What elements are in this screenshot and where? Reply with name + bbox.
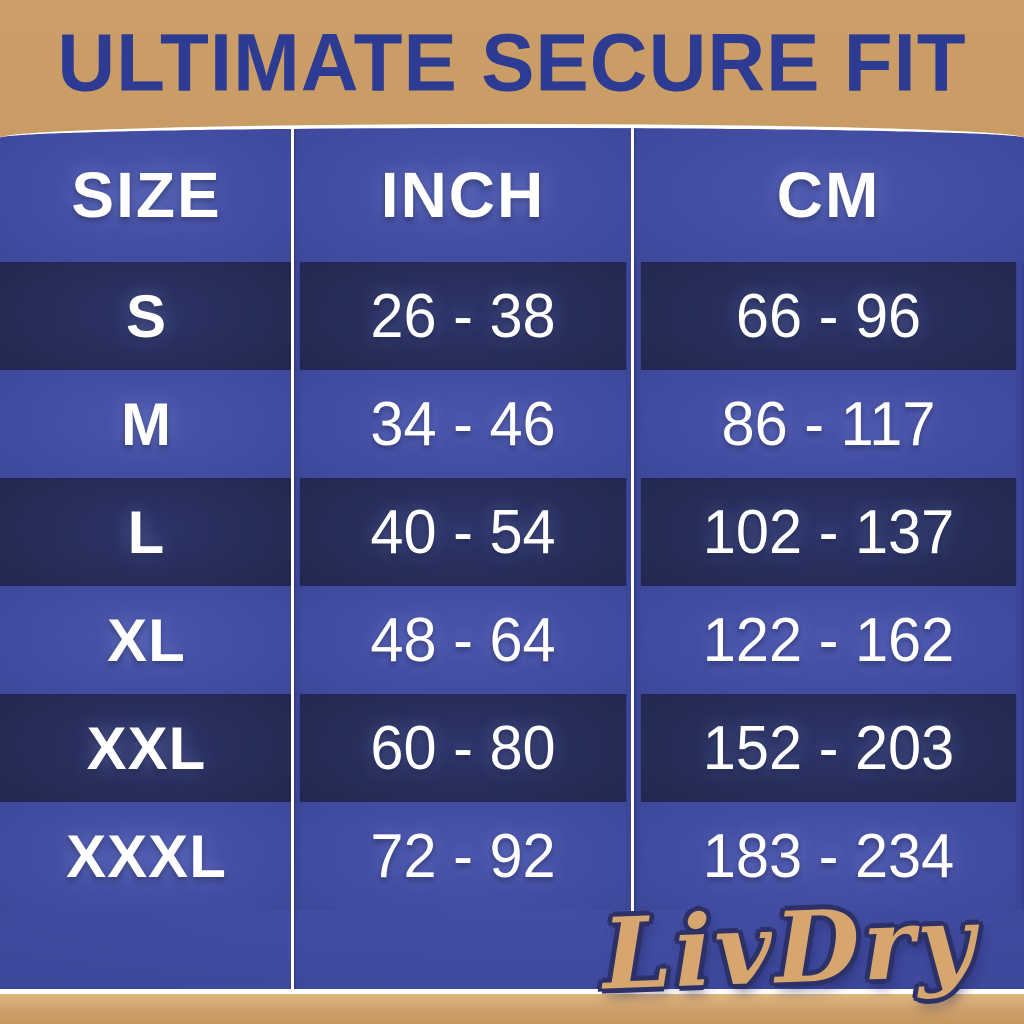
cm-cell: 183 - 234 — [640, 802, 1017, 910]
cm-cell: 122 - 162 — [640, 586, 1017, 694]
table-header-row: SIZE INCH CM — [0, 128, 1024, 262]
table-row-xxxl: XXXL 72 - 92 183 - 234 — [0, 802, 1024, 910]
size-cell: XXXL — [0, 802, 293, 910]
footer-strip — [0, 994, 1024, 1024]
inch-cell: 40 - 54 — [299, 478, 627, 586]
table-row-l: L 40 - 54 102 - 137 — [0, 478, 1024, 586]
cm-cell: 86 - 117 — [640, 370, 1017, 478]
cm-cell: 66 - 96 — [640, 262, 1017, 370]
header-banner: ULTIMATE SECURE FIT — [0, 0, 1024, 126]
column-header-cm: CM — [633, 128, 1024, 262]
size-cell: M — [0, 370, 293, 478]
size-cell: L — [0, 478, 293, 586]
column-divider-2 — [631, 128, 634, 989]
column-divider-1 — [291, 128, 294, 989]
table-row-m: M 34 - 46 86 - 117 — [0, 370, 1024, 478]
inch-cell: 72 - 92 — [299, 802, 627, 910]
size-table: SIZE INCH CM S 26 - 38 66 - 96 M 34 - 46… — [0, 124, 1024, 994]
column-header-inch: INCH — [293, 128, 633, 262]
column-header-size: SIZE — [0, 128, 293, 262]
table-row-xl: XL 48 - 64 122 - 162 — [0, 586, 1024, 694]
page-title: ULTIMATE SECURE FIT — [57, 17, 967, 108]
table-row-s: S 26 - 38 66 - 96 — [0, 262, 1024, 370]
inch-cell: 34 - 46 — [299, 370, 627, 478]
inch-cell: 26 - 38 — [299, 262, 627, 370]
size-cell: XL — [0, 586, 293, 694]
table-row-xxl: XXL 60 - 80 152 - 203 — [0, 694, 1024, 802]
inch-cell: 60 - 80 — [299, 694, 627, 802]
brand-logo: LivDry — [600, 884, 980, 1013]
size-cell: XXL — [0, 694, 293, 802]
size-cell: S — [0, 262, 293, 370]
cm-cell: 102 - 137 — [640, 478, 1017, 586]
inch-cell: 48 - 64 — [299, 586, 627, 694]
table-empty-footer — [0, 910, 1024, 989]
cm-cell: 152 - 203 — [640, 694, 1017, 802]
